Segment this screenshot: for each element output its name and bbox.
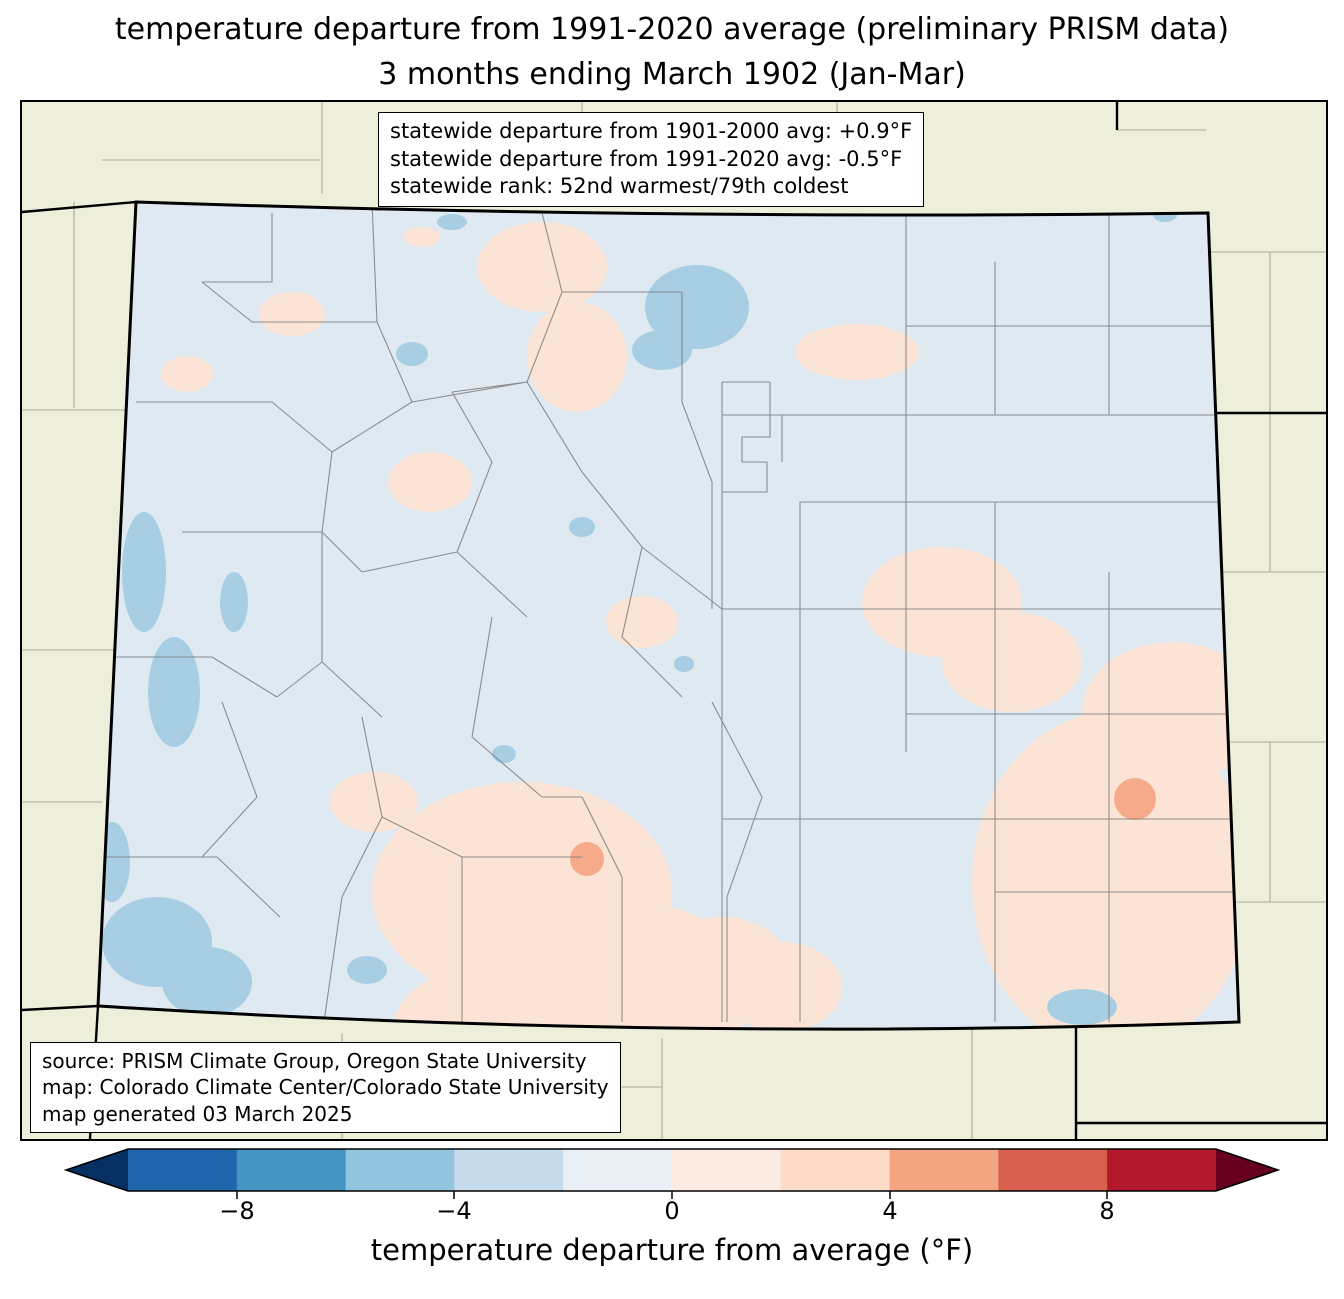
colorbar (64, 1148, 1280, 1199)
warm-anomaly-spots (570, 778, 1156, 876)
source-line2: map: Colorado Climate Center/Colorado St… (42, 1075, 609, 1100)
page-title-line2: 3 months ending March 1902 (Jan-Mar) (378, 57, 966, 92)
colorbar-tick-label-8: 8 (1099, 1197, 1115, 1225)
source-line1: source: PRISM Climate Group, Oregon Stat… (42, 1049, 587, 1073)
colorbar-segment-3 (454, 1149, 564, 1191)
colorbar-left-arrow (66, 1149, 128, 1191)
colorbar-segment-6 (780, 1149, 891, 1191)
colorbar-segment-5 (672, 1149, 782, 1191)
colorbar-axis-label: temperature departure from average (°F) (370, 1233, 974, 1267)
stats-box: statewide departure from 1901-2000 avg: … (378, 112, 925, 208)
colorbar-segment-0 (128, 1149, 238, 1191)
colorbar-tick-marks (236, 1191, 1108, 1199)
colorbar-right-arrow (1216, 1149, 1278, 1191)
state-border (96, 200, 1241, 1031)
stats-line1: statewide departure from 1901-2000 avg: … (390, 119, 913, 143)
colorbar-segment-1 (236, 1149, 347, 1191)
colorado-map (20, 100, 1328, 1141)
colorbar-tick-label-neg8: −8 (219, 1197, 255, 1225)
colorbar-segment-4 (563, 1149, 673, 1191)
colorbar-segment-7 (889, 1149, 1000, 1191)
source-box: source: PRISM Climate Group, Oregon Stat… (30, 1042, 621, 1134)
page-title-line1: temperature departure from 1991-2020 ave… (114, 12, 1230, 47)
stats-line2: statewide departure from 1991-2020 avg: … (390, 146, 903, 171)
colorbar-segment-2 (345, 1149, 456, 1191)
colorbar-tick-label-4: 4 (882, 1197, 898, 1225)
colorbar-segment-8 (998, 1149, 1108, 1191)
county-lines (98, 202, 1239, 1023)
colorbar-segment-9 (1107, 1149, 1216, 1191)
colorbar-outline (64, 1148, 1280, 1192)
source-line3: map generated 03 March 2025 (42, 1101, 353, 1126)
neighbor-state-borders (22, 102, 1326, 1139)
county-lines-east (721, 213, 1239, 1022)
colorbar-tick-label-0: 0 (664, 1197, 680, 1225)
stats-line3: statewide rank: 52nd warmest/79th coldes… (390, 174, 849, 199)
county-lines-west (98, 202, 783, 1023)
colorbar-tick-label-neg4: −4 (436, 1197, 472, 1225)
